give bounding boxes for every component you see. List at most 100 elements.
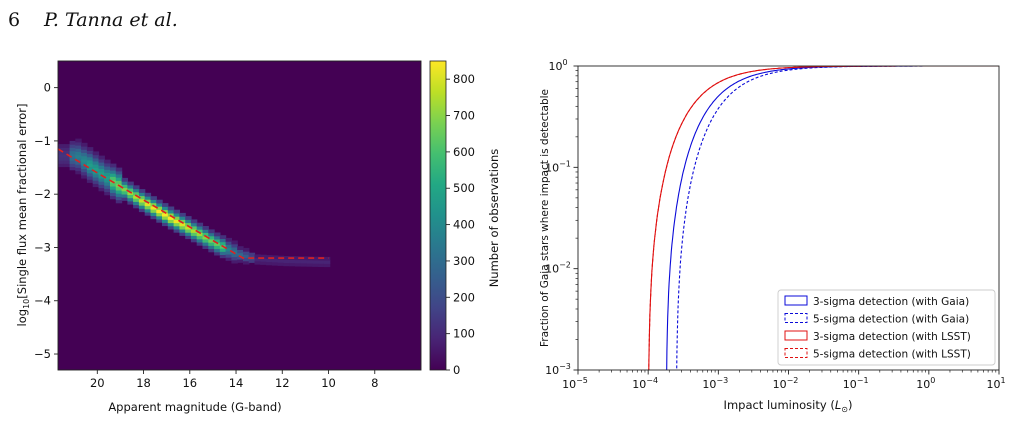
heatmap-y-tick-label: −3 [34,240,51,254]
colorbar-tick-label: 100 [453,327,475,341]
heatmap-cell [63,156,71,161]
heatmap-cell [138,192,146,197]
heatmap-y-tick-label: 0 [44,81,51,95]
heatmap-cell [81,162,88,166]
line-y-tick-label: 10−2 [545,261,571,276]
heatmap-cell [63,160,71,164]
colorbar-tick-label: 0 [453,363,460,377]
heatmap-cell [92,176,100,181]
heatmap-cell [300,259,308,264]
heatmap-cell [190,222,198,227]
line-x-tick-label: 10−1 [843,376,869,391]
heatmap-cell [277,262,284,266]
heatmap-cell [86,163,94,167]
colorbar-gradient [429,60,447,371]
heatmap-cell [86,153,94,158]
heatmap-cell [162,219,169,223]
heatmap-cell [214,232,221,237]
heatmap-cell [121,187,128,192]
heatmap-cell [144,195,152,200]
heatmap-cell [115,196,123,201]
fit-line [57,148,329,259]
series-line [676,66,999,370]
heatmap-cell [156,202,163,207]
heatmap-cell [98,184,105,189]
heatmap-cell [225,257,232,261]
heatmap-cell [98,171,105,176]
colorbar-tick-label: 700 [453,109,475,123]
heatmap-cell [133,194,140,199]
heatmap-cell [306,259,313,264]
heatmap-cell [179,222,186,227]
heatmap-cell [156,215,163,220]
legend-entry-label: 3-sigma detection (with LSST) [813,331,971,343]
heatmap-cell [138,205,146,209]
heatmap-cell [190,232,198,236]
colorbar-tick-label: 500 [453,181,475,195]
heatmap-cell [196,229,204,233]
heatmap-cell [63,163,71,168]
heatmap-cell [202,242,209,246]
heatmap-cell [98,181,105,185]
heatmap-panel: 20 18 16 14 12 10 8 0 −1 −2 −3 −4 −5 Apparent magni… [15,60,422,414]
heatmap-cell [202,226,209,230]
heatmap-cell [185,235,192,240]
heatmap-cell [306,262,313,267]
heatmap-cell [231,243,238,248]
heatmap-cell [127,200,134,205]
line-y-label: Fraction of Gaia stars where impact is d… [539,89,551,347]
heatmap-cell [127,194,134,199]
heatmap-cell [138,189,146,193]
colorbar-tick-label: 300 [453,254,475,268]
legend-entry-label: 5-sigma detection (with LSST) [813,349,971,361]
heatmap-cell [312,256,319,261]
heatmap-cell [237,249,244,254]
heatmap-cell [167,216,175,220]
heatmap-cell [58,150,65,155]
heatmap-cell [254,260,261,265]
heatmap-cell [162,215,169,220]
heatmap-cell [63,144,71,148]
heatmap-cell [98,168,105,173]
heatmap-cell [144,202,152,207]
line-x-tick-label: 101 [986,376,1005,391]
heatmap-cell [300,262,308,267]
heatmap-cell [219,248,227,252]
line-x-tick-label: 10−5 [562,376,588,391]
heatmap-cell [104,185,111,189]
heatmap-cell [237,259,244,263]
heatmap-cell [260,257,267,262]
heatmap-cell [144,199,152,203]
heatmap-cell [173,209,180,214]
heatmap-cell [69,147,76,152]
heatmap-cell [92,154,100,159]
heatmap-cell [121,197,128,201]
heatmap-cell [58,144,65,148]
heatmap-cell [58,156,65,161]
colorbar-ticks: 0 100 200 300 400 500 600 700 800 [446,72,475,377]
heatmap-cell [98,165,105,169]
heatmap-cell [121,190,128,195]
heatmap-cell [179,212,186,217]
heatmap-cell [289,262,296,267]
heatmap-cell [225,244,232,249]
heatmap-cell [58,160,65,164]
heatmap-cell [110,195,117,200]
heatmap-x-label: Apparent magnitude (G-band) [108,400,281,414]
heatmap-cell [69,140,76,145]
heatmap-cell [110,192,117,197]
heatmap-cell [260,254,267,259]
heatmap-cell [225,247,232,252]
colorbar-tick-label: 800 [453,72,475,86]
heatmap-cell [266,258,273,263]
heatmap-cell [173,222,180,227]
heatmap-cell [156,212,163,217]
heatmap-cell [243,251,250,255]
heatmap-cell [110,173,117,177]
heatmap-cell [231,250,238,254]
heatmap-cell [219,254,227,259]
heatmap-cell [104,175,111,180]
heatmap-cell [248,252,256,257]
heatmap-cell [196,238,204,243]
heatmap-cell [104,159,111,164]
